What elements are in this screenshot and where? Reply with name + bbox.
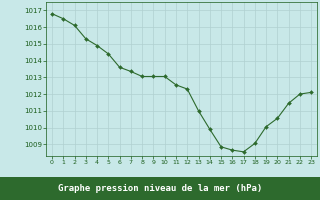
Text: Graphe pression niveau de la mer (hPa): Graphe pression niveau de la mer (hPa) [58, 184, 262, 193]
